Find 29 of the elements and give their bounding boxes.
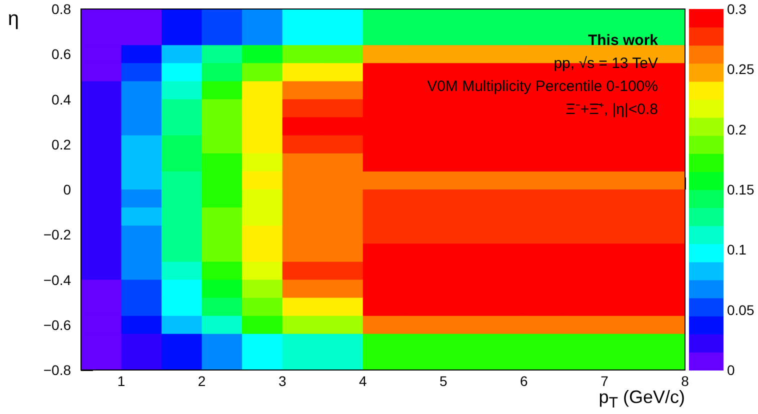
y-tick-label: 0.4 (52, 91, 72, 108)
x-tick-label: 2 (198, 373, 206, 389)
x-tick-label: 5 (440, 373, 448, 389)
color-bar-label: 0.05 (727, 302, 754, 318)
x-tick-label: 1 (117, 373, 126, 389)
x-tick-label: 4 (358, 373, 367, 389)
x-tick-label: 8 (681, 373, 690, 389)
y-tick-label: 0.8 (52, 1, 72, 17)
x-tick-label: 3 (278, 373, 286, 389)
x-axis-title: p$_{T}$ (GeV/c) (598, 387, 685, 412)
color-bar-label: 0.25 (727, 61, 754, 78)
annotation: This work (588, 32, 659, 49)
y-tick-label: 0.2 (52, 136, 72, 152)
x-tick-label: 6 (520, 373, 528, 389)
y-tick-label: −0.6 (43, 316, 72, 333)
color-bar-label: 0.3 (727, 1, 747, 17)
y-tick-label: −0.4 (43, 272, 72, 288)
color-bar-label: 0 (727, 362, 735, 378)
color-bar-label: 0.15 (727, 182, 754, 198)
y-tick-label: 0 (63, 182, 72, 198)
color-bar-label: 0.2 (727, 121, 747, 138)
annotation: V0M Multiplicity Percentile 0-100% (427, 78, 658, 95)
y-tick-label: −0.8 (43, 362, 72, 378)
y-tick-label: 0.6 (52, 46, 72, 62)
color-bar-label: 0.1 (727, 242, 747, 258)
y-tick-label: −0.2 (43, 226, 72, 243)
y-axis-title: η (8, 8, 19, 30)
x-tick-label: 7 (600, 373, 609, 389)
annotation: Ξ⁻+Ξ̄⁺, |η|<0.8 (566, 101, 658, 118)
